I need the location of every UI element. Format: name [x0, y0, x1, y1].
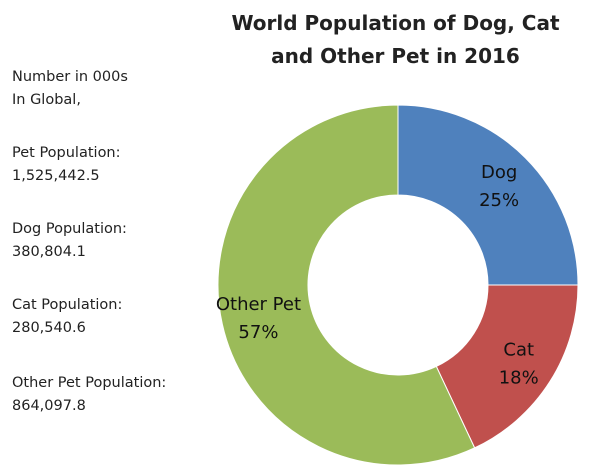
info-block-other-pet-population: Other Pet Population: 864,097.8: [12, 372, 166, 418]
info-scope-label: In Global,: [12, 92, 81, 108]
info-units-label: Number in 000s: [12, 69, 128, 85]
other-pet-population-label: Other Pet Population:: [12, 375, 167, 391]
slice-category-cat: Cat: [503, 340, 534, 361]
pet-population-label: Pet Population:: [12, 145, 121, 161]
slice-other-pet: [217, 104, 476, 466]
slice-percent-cat: 18%: [499, 368, 539, 389]
other-pet-population-value: 864,097.8: [12, 398, 86, 414]
info-block-dog-population: Dog Population: 380,804.1: [12, 218, 127, 264]
cat-population-label: Cat Population:: [12, 297, 123, 313]
slice-category-other-pet: Other Pet: [216, 294, 301, 315]
info-block-units: Number in 000s In Global,: [12, 66, 128, 112]
slice-label-cat: Cat 18%: [499, 340, 539, 389]
cat-population-value: 280,540.6: [12, 320, 86, 336]
chart-title-line-1: World Population of Dog, Cat: [231, 11, 560, 35]
slice-dog: [397, 104, 579, 286]
chart-title-line-2: and Other Pet in 2016: [271, 44, 520, 68]
slice-category-dog: Dog: [481, 162, 517, 183]
info-block-pet-population: Pet Population: 1,525,442.5: [12, 142, 121, 188]
info-block-cat-population: Cat Population: 280,540.6: [12, 294, 122, 340]
slice-percent-other-pet: 57%: [238, 322, 278, 343]
slice-label-other-pet: Other Pet 57%: [216, 294, 301, 343]
dog-population-value: 380,804.1: [12, 244, 86, 260]
slice-label-dog: Dog 25%: [479, 162, 519, 211]
dog-population-label: Dog Population:: [12, 221, 127, 237]
slice-cat: [435, 284, 579, 449]
pet-population-value: 1,525,442.5: [12, 168, 100, 184]
slice-percent-dog: 25%: [479, 190, 519, 211]
